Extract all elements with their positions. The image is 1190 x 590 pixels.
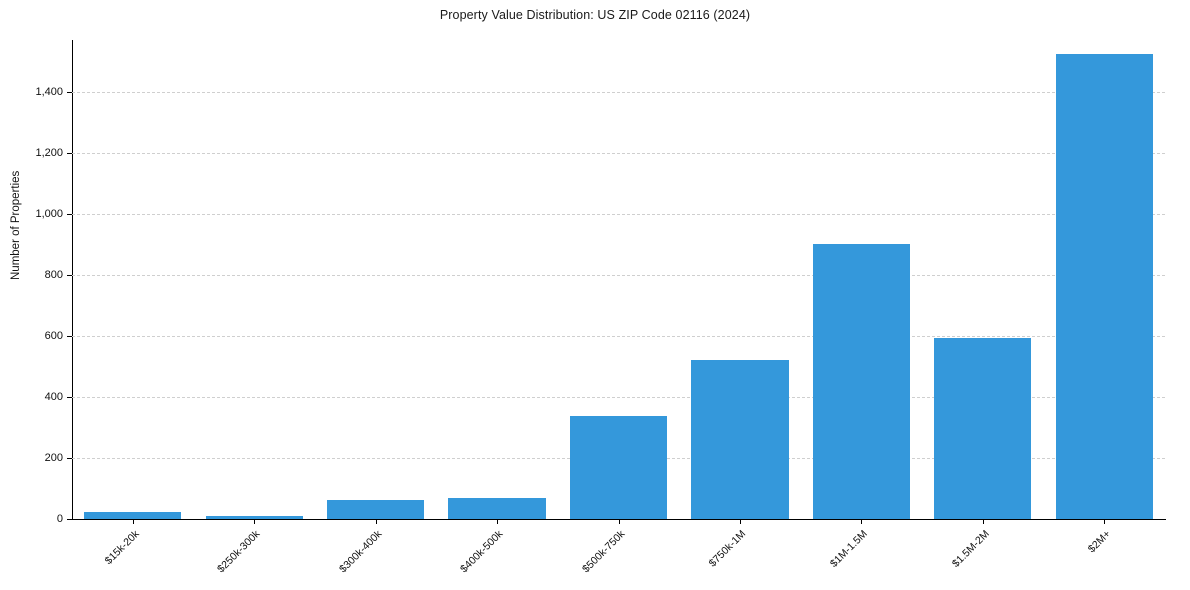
bar[interactable] bbox=[448, 498, 546, 519]
y-axis-title: Number of Properties bbox=[10, 170, 22, 280]
x-tick-mark bbox=[982, 519, 984, 524]
y-tick-mark bbox=[67, 91, 72, 93]
y-tick-label: 1,400 bbox=[35, 85, 63, 98]
y-axis-line bbox=[72, 40, 73, 520]
y-tick-label: 800 bbox=[44, 268, 63, 281]
y-tick-label: 200 bbox=[44, 451, 63, 464]
gridline bbox=[72, 274, 1165, 276]
y-tick-mark bbox=[67, 213, 72, 215]
x-tick-label: $500k-750k bbox=[579, 528, 627, 576]
bar[interactable] bbox=[84, 511, 182, 519]
bar[interactable] bbox=[812, 243, 910, 519]
y-tick-mark bbox=[67, 519, 72, 520]
x-tick-label: $1M-1.5M bbox=[827, 528, 870, 570]
x-tick-mark bbox=[618, 519, 620, 524]
y-tick-mark bbox=[67, 274, 72, 276]
bar[interactable] bbox=[1055, 54, 1153, 519]
bar[interactable] bbox=[205, 516, 303, 519]
bar[interactable] bbox=[691, 360, 789, 519]
x-tick-mark bbox=[254, 519, 256, 524]
y-tick-mark bbox=[67, 335, 72, 337]
x-tick-label: $250k-300k bbox=[215, 528, 263, 576]
x-tick-label: $400k-500k bbox=[458, 528, 506, 576]
x-tick-mark bbox=[497, 519, 499, 524]
y-tick-label: 400 bbox=[44, 390, 63, 403]
y-tick-label: 1,000 bbox=[35, 207, 63, 220]
gridline bbox=[72, 335, 1165, 337]
x-tick-label: $300k-400k bbox=[336, 528, 385, 576]
chart-title: Property Value Distribution: US ZIP Code… bbox=[439, 8, 751, 22]
x-tick-mark bbox=[375, 519, 377, 524]
x-tick-label: $15k-20k bbox=[102, 528, 142, 568]
y-tick-label: 1,200 bbox=[35, 146, 63, 159]
x-tick-label: $1.5M-2M bbox=[949, 528, 992, 570]
gridlines: 0 200 400 600 800 1,000 1,200 1,400 bbox=[35, 40, 1165, 525]
x-tick-mark bbox=[739, 519, 741, 524]
bar[interactable] bbox=[569, 416, 668, 519]
x-tick-mark bbox=[132, 519, 134, 524]
x-tick-label: $2M+ bbox=[1085, 528, 1113, 556]
y-tick-mark bbox=[67, 457, 72, 459]
x-tick-mark bbox=[1104, 519, 1106, 524]
bars-group bbox=[72, 40, 1165, 519]
gridline bbox=[72, 396, 1165, 398]
x-axis-tick-labels: $15k-20k $250k-300k $300k-400k $400k-500k $5… bbox=[72, 40, 1165, 575]
bar[interactable] bbox=[327, 500, 425, 519]
y-tick-mark bbox=[67, 152, 72, 154]
bar[interactable] bbox=[934, 338, 1032, 519]
x-tick-mark bbox=[861, 519, 863, 524]
y-tick-label: 0 bbox=[56, 513, 63, 525]
y-tick-label: 600 bbox=[44, 329, 63, 342]
y-tick-mark bbox=[67, 396, 72, 398]
x-tick-label: $750k-1M bbox=[706, 528, 749, 570]
gridline bbox=[72, 213, 1165, 215]
plot-area: 0 200 400 600 800 1,000 1,200 1,400 $15k-20k $25… bbox=[35, 40, 1165, 575]
gridline bbox=[72, 91, 1165, 93]
gridline bbox=[72, 152, 1165, 154]
